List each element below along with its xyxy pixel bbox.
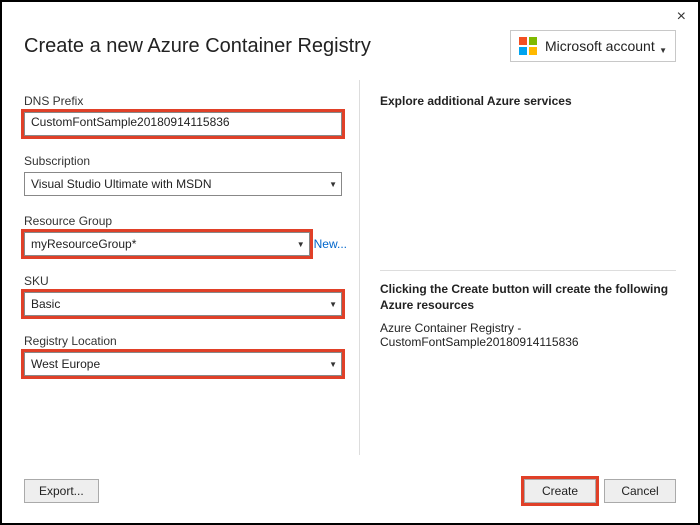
button-label: Export... [39,484,84,498]
field-registry-location: Registry Location West Europe ▼ [24,334,347,376]
field-sku: SKU Basic ▼ [24,274,347,316]
create-summary-heading: Clicking the Create button will create t… [380,281,676,313]
chevron-down-icon: ▼ [329,360,337,369]
account-picker[interactable]: Microsoft account ▼ [510,30,676,62]
field-label: Resource Group [24,214,347,228]
field-label: Subscription [24,154,347,168]
create-button[interactable]: Create [524,479,596,503]
sku-dropdown[interactable]: Basic ▼ [24,292,342,316]
export-button[interactable]: Export... [24,479,99,503]
account-label: Microsoft account [545,38,657,54]
dropdown-value: Basic [31,297,60,311]
dialog-header: Create a new Azure Container Registry Mi… [2,2,698,70]
chevron-down-icon: ▼ [329,300,337,309]
chevron-down-icon: ▼ [329,180,337,189]
dialog-body: DNS Prefix CustomFontSample2018091411583… [2,70,698,455]
dropdown-value: Visual Studio Ultimate with MSDN [31,177,212,191]
field-label: DNS Prefix [24,94,347,108]
close-icon[interactable]: × [677,8,686,26]
create-summary-line: Azure Container Registry - CustomFontSam… [380,321,676,349]
new-resource-group-link[interactable]: New... [314,237,347,251]
field-label: Registry Location [24,334,347,348]
dropdown-value: myResourceGroup* [31,237,136,251]
create-summary-section: Clicking the Create button will create t… [380,270,676,349]
button-label: Cancel [621,484,658,498]
subscription-dropdown[interactable]: Visual Studio Ultimate with MSDN ▼ [24,172,342,196]
chevron-down-icon: ▼ [657,46,669,55]
dropdown-value: West Europe [31,357,100,371]
explore-services-heading: Explore additional Azure services [380,94,676,108]
microsoft-logo-icon [519,37,537,55]
create-acr-dialog: × Create a new Azure Container Registry … [0,0,700,525]
input-value: CustomFontSample20180914115836 [31,115,230,129]
resource-group-dropdown[interactable]: myResourceGroup* ▼ [24,232,310,256]
dialog-footer: Export... Create Cancel [24,479,676,503]
button-label: Create [542,484,578,498]
field-dns-prefix: DNS Prefix CustomFontSample2018091411583… [24,94,347,136]
dns-prefix-input[interactable]: CustomFontSample20180914115836 [24,112,342,136]
field-label: SKU [24,274,347,288]
dialog-title: Create a new Azure Container Registry [24,35,371,58]
field-subscription: Subscription Visual Studio Ultimate with… [24,154,347,196]
cancel-button[interactable]: Cancel [604,479,676,503]
chevron-down-icon: ▼ [297,240,305,249]
info-column: Explore additional Azure services Clicki… [359,80,676,455]
registry-location-dropdown[interactable]: West Europe ▼ [24,352,342,376]
field-resource-group: Resource Group myResourceGroup* ▼ New... [24,214,347,256]
form-column: DNS Prefix CustomFontSample2018091411583… [24,80,359,455]
